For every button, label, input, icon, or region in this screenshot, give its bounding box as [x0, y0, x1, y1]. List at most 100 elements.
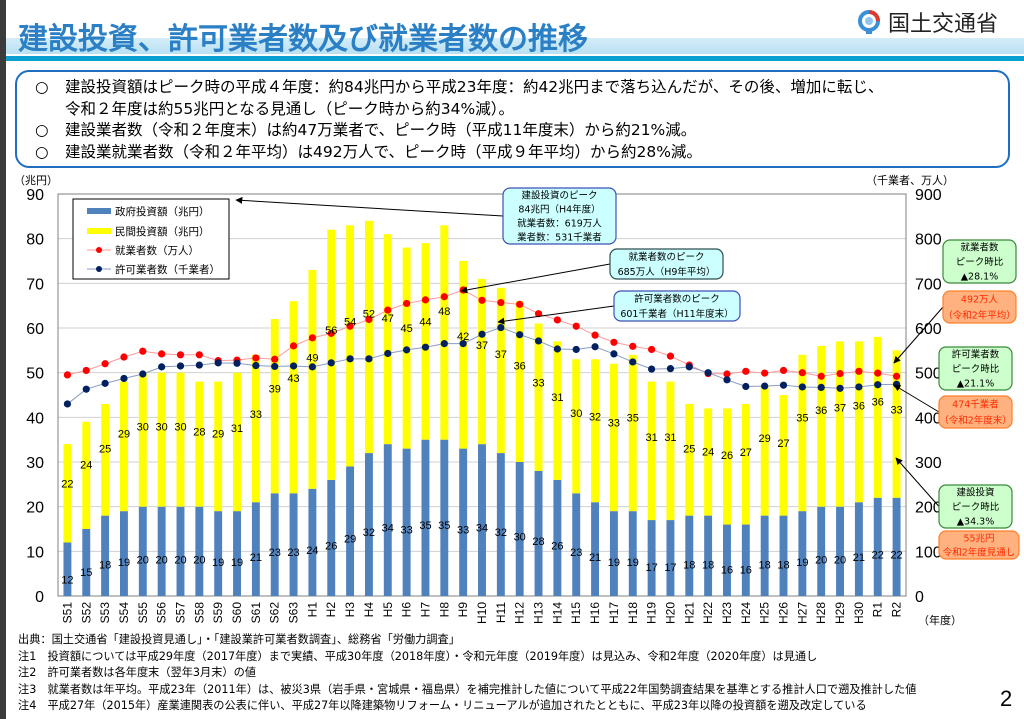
y-tick-label: 90	[26, 187, 44, 204]
workers-point-H6	[403, 299, 411, 308]
workers-point-H8	[440, 293, 448, 301]
bar-government-H27	[798, 511, 807, 596]
workers-point-H30	[855, 367, 863, 375]
label-private-S56: 30	[156, 421, 168, 433]
bar-private-S53	[101, 403, 110, 516]
label-government-H8: 35	[438, 520, 450, 532]
bar-private-H17	[609, 363, 618, 512]
y-tick-label: 50	[26, 366, 44, 383]
firms-point-S61	[252, 361, 260, 370]
firms-point-S55	[139, 370, 147, 378]
label-government-H5: 34	[382, 522, 394, 534]
workers-current-arrow	[893, 306, 944, 364]
bar-government-H18	[628, 511, 637, 596]
bar-government-H7	[421, 439, 430, 596]
firms-point-S54	[120, 374, 128, 383]
summary-line: ○ 建設投資額はピーク時の平成４年度：約84兆円から平成23年度：約42兆円まで落…	[35, 77, 998, 99]
legend-swatch-workers-dot	[96, 247, 102, 253]
bar-government-H21	[685, 515, 694, 596]
bar-government-H6	[402, 448, 411, 596]
label-government-S54: 19	[118, 557, 130, 569]
bar-government-H3	[346, 466, 355, 596]
bar-government-H29	[836, 506, 845, 596]
bar-private-S57	[176, 372, 185, 507]
x-tick-label: H8	[437, 602, 451, 618]
investment-ratio-text: 建設投資	[956, 487, 994, 499]
bar-private-S51	[63, 444, 72, 543]
label-private-H3: 54	[344, 317, 356, 329]
investment-peak-text: 業者数：531千業者	[517, 232, 602, 244]
bar-government-S56	[157, 506, 166, 596]
firms-point-H8	[440, 340, 448, 348]
page-number: 2	[1000, 686, 1013, 711]
bar-government-H14	[553, 479, 562, 596]
x-tick-label: R2	[890, 602, 904, 618]
firms-point-H4	[365, 355, 373, 363]
workers-point-H20	[666, 352, 675, 360]
bullet-circle-icon: ○	[35, 78, 49, 96]
y2-tick-label: 100	[915, 544, 942, 561]
label-private-H24: 27	[740, 447, 752, 459]
x-tick-label: H3	[343, 602, 357, 618]
workers-peak-arrow	[460, 263, 611, 294]
firms-current-text: （令和2年度末）	[939, 415, 1012, 427]
footnote-4: 注4 平成27年（2015年）産業連関表の公表に伴い、平成27年以降建築物リフォ…	[18, 699, 867, 712]
bar-government-H9	[459, 448, 468, 596]
firms-point-H22	[704, 369, 712, 377]
y2-tick-label: 300	[915, 455, 942, 472]
x-tick-label: H6	[400, 602, 414, 618]
bar-government-S62	[270, 493, 279, 596]
label-government-H29: 20	[834, 554, 846, 566]
summary-line: ○ 建設業者数（令和２年度末）は約47万業者で、ピーク時（平成11年度末）から約2…	[35, 120, 998, 142]
bar-private-H12	[515, 301, 524, 462]
label-private-H27: 35	[796, 412, 808, 424]
bar-private-H10	[478, 278, 486, 445]
workers-point-H16	[591, 331, 599, 339]
label-government-H28: 20	[815, 554, 827, 566]
workers-ratio-callout	[942, 239, 1017, 284]
x-tick-label: H15	[569, 602, 583, 624]
bar-government-H15	[572, 493, 581, 596]
investment-peak-text: 就業者数：619万人	[517, 218, 602, 230]
investment-peak-text: 84兆円（H4年度）	[518, 204, 600, 216]
firms-point-H28	[817, 383, 825, 392]
x-tick-label: S53	[98, 602, 112, 624]
bar-private-H16	[591, 359, 600, 503]
workers-point-H4	[365, 315, 373, 324]
workers-point-H29	[836, 369, 844, 378]
workers-point-S57	[176, 351, 185, 359]
label-government-S60: 19	[231, 557, 243, 569]
label-private-H28: 36	[815, 405, 827, 417]
investment-ratio-text: ▲34.3%	[957, 516, 995, 527]
bar-private-H13	[534, 323, 543, 471]
x-tick-label: H17	[607, 602, 621, 624]
label-government-H6: 33	[400, 525, 412, 537]
workers-peak-text: 685万人（H9年平均）	[618, 266, 716, 278]
firms-current-arrow	[893, 384, 940, 413]
workers-ratio-text: ピーク時比	[956, 256, 1004, 268]
slide-left-border	[0, 0, 6, 719]
label-government-H30: 21	[853, 552, 865, 564]
workers-point-S53	[101, 360, 109, 368]
bar-private-R1	[873, 336, 882, 498]
firms-point-H2	[327, 359, 335, 367]
bar-government-S60	[233, 511, 241, 596]
x-tick-label: H9	[456, 602, 470, 618]
y2-tick-label: 900	[915, 187, 942, 204]
x-tick-label: R1	[871, 602, 885, 618]
label-government-S51: 12	[61, 575, 73, 587]
firms-point-S62	[271, 362, 279, 371]
legend-label: 民間投資額（兆円）	[115, 225, 210, 238]
legend-label: 政府投資額（兆円）	[115, 205, 210, 218]
label-government-S52: 15	[80, 567, 92, 579]
x-tick-label: S60	[230, 602, 244, 624]
bar-government-S55	[138, 506, 147, 596]
label-private-H1: 49	[306, 352, 318, 364]
ministry-name: 国土交通省	[888, 12, 999, 37]
workers-point-H17	[610, 338, 618, 346]
bar-government-S63	[289, 493, 298, 596]
summary-line: 令和２年度は約55兆円となる見通し（ピーク時から約34%減）。	[65, 99, 514, 118]
bar-private-H5	[383, 234, 392, 445]
label-private-H20: 31	[664, 432, 676, 444]
bar-government-H8	[440, 439, 449, 596]
